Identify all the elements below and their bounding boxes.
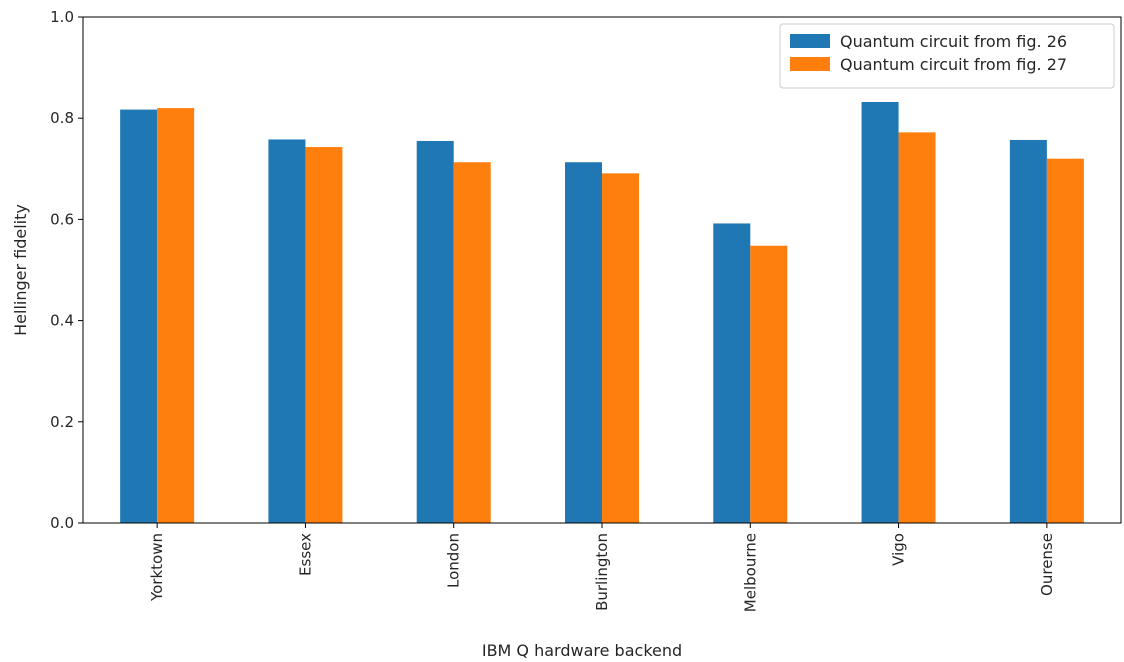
x-axis: Yorktown Essex London Burlington Melbourne Vi… <box>148 523 1056 612</box>
legend-swatch-series-2 <box>790 57 830 71</box>
y-axis-title: Hellinger fidelity <box>11 204 30 336</box>
x-tick-label-burlington: Burlington <box>593 533 611 611</box>
legend-swatch-series-1 <box>790 34 830 48</box>
x-tick-label-yorktown: Yorktown <box>148 533 166 602</box>
bar-burlington-series-2 <box>602 173 639 523</box>
bar-yorktown-series-1 <box>120 109 158 524</box>
bar-melbourne-series-1 <box>713 223 751 523</box>
y-tick-label: 0.6 <box>50 210 74 228</box>
bar-burlington-series-1 <box>565 162 602 524</box>
bar-vigo-series-2 <box>898 132 936 524</box>
bar-vigo-series-1 <box>861 102 899 524</box>
bars-group <box>120 102 1084 524</box>
legend-label-series-1: Quantum circuit from fig. 26 <box>840 32 1067 51</box>
legend-box <box>779 23 1115 89</box>
y-tick-label: 0.8 <box>50 109 74 127</box>
legend-label-series-2: Quantum circuit from fig. 27 <box>840 55 1067 74</box>
y-tick-label: 1.0 <box>50 8 74 26</box>
legend: Quantum circuit from fig. 26 Quantum circ… <box>779 23 1115 89</box>
bar-yorktown-series-2 <box>157 108 195 523</box>
y-axis: 0.0 0.2 0.4 0.6 0.8 1.0 <box>50 8 83 532</box>
y-tick-label: 0.0 <box>50 514 74 532</box>
bar-london-series-2 <box>453 162 491 524</box>
x-axis-title: IBM Q hardware backend <box>482 641 682 660</box>
x-tick-label-ourense: Ourense <box>1038 533 1056 596</box>
x-tick-label-melbourne: Melbourne <box>741 533 759 612</box>
bar-ourense-series-1 <box>1009 139 1047 523</box>
bar-melbourne-series-2 <box>750 245 788 523</box>
x-tick-label-london: London <box>445 533 463 588</box>
bar-essex-series-2 <box>305 147 343 524</box>
bar-essex-series-1 <box>268 139 306 523</box>
bar-ourense-series-2 <box>1046 158 1084 523</box>
y-tick-label: 0.2 <box>50 413 74 431</box>
y-tick-label: 0.4 <box>50 312 74 330</box>
x-tick-label-vigo: Vigo <box>890 533 908 566</box>
x-tick-label-essex: Essex <box>296 533 314 576</box>
bar-london-series-1 <box>416 140 454 523</box>
